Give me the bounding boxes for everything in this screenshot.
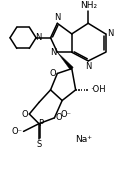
Text: N: N bbox=[107, 29, 114, 38]
Text: S: S bbox=[36, 140, 42, 149]
Text: O: O bbox=[55, 113, 62, 122]
Text: O⁻: O⁻ bbox=[60, 110, 71, 120]
Text: P: P bbox=[38, 119, 43, 128]
Polygon shape bbox=[57, 52, 73, 70]
Text: N: N bbox=[35, 33, 41, 42]
Text: N: N bbox=[85, 62, 91, 71]
Text: NH₂: NH₂ bbox=[80, 1, 97, 10]
Text: O⁻: O⁻ bbox=[12, 127, 23, 136]
Text: N: N bbox=[50, 48, 56, 57]
Text: N: N bbox=[54, 13, 60, 22]
Text: ·OH: ·OH bbox=[90, 85, 106, 94]
Text: O: O bbox=[50, 69, 56, 78]
Text: Na⁺: Na⁺ bbox=[75, 135, 92, 144]
Text: O: O bbox=[22, 109, 28, 118]
